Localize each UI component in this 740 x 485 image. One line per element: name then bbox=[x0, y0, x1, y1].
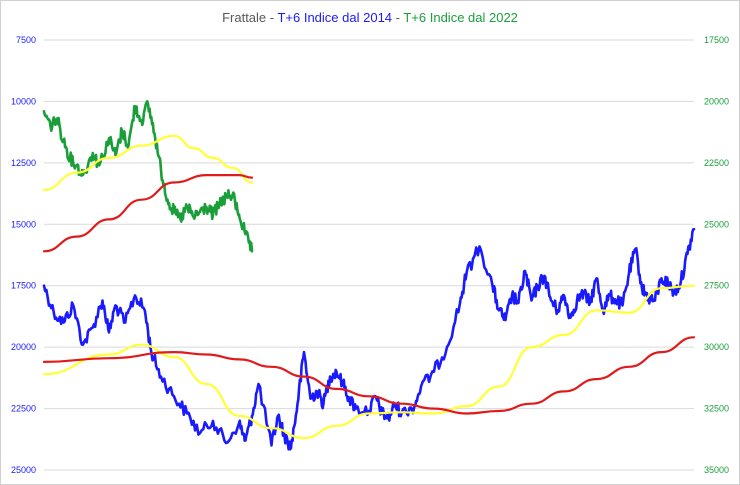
right-tick-label: 32500 bbox=[704, 404, 729, 414]
series-line-blue_ma_long bbox=[42, 336, 696, 415]
right-axis-ticks: 17500 20000 22500 25000 27500 30000 32500 35000 bbox=[704, 35, 729, 475]
series-line-blue_ma_short bbox=[42, 284, 696, 440]
left-axis-ticks: 7500 10000 12500 15000 17500 20000 22500 25000 bbox=[11, 35, 36, 475]
title-part-series-2014: T+6 Indice dal 2014 bbox=[277, 10, 393, 25]
left-tick-label: 12500 bbox=[11, 158, 36, 168]
left-tick-label: 17500 bbox=[11, 281, 36, 291]
left-tick-label: 7500 bbox=[16, 35, 36, 45]
right-tick-label: 27500 bbox=[704, 281, 729, 291]
left-tick-label: 25000 bbox=[11, 465, 36, 475]
left-tick-label: 20000 bbox=[11, 342, 36, 352]
series-line-green_ma_long bbox=[42, 173, 254, 253]
left-tick-label: 22500 bbox=[11, 404, 36, 414]
title-part-separator: - bbox=[392, 10, 404, 25]
right-tick-label: 22500 bbox=[704, 158, 729, 168]
series-line-blue bbox=[42, 227, 696, 451]
right-tick-label: 30000 bbox=[704, 342, 729, 352]
right-tick-label: 17500 bbox=[704, 35, 729, 45]
gridlines bbox=[44, 39, 694, 471]
series-line-green bbox=[42, 100, 254, 253]
right-tick-label: 20000 bbox=[704, 96, 729, 106]
right-tick-label: 25000 bbox=[704, 219, 729, 229]
right-tick-label: 35000 bbox=[704, 465, 729, 475]
title-part-prefix: Frattale - bbox=[222, 10, 278, 25]
left-tick-label: 10000 bbox=[11, 96, 36, 106]
series-line-green_ma_short bbox=[42, 134, 254, 191]
left-tick-label: 15000 bbox=[11, 219, 36, 229]
chart-title: Frattale - T+6 Indice dal 2014 - T+6 Ind… bbox=[0, 10, 740, 25]
series-lines bbox=[42, 100, 696, 451]
title-part-series-2022: T+6 Indice dal 2022 bbox=[403, 10, 518, 25]
